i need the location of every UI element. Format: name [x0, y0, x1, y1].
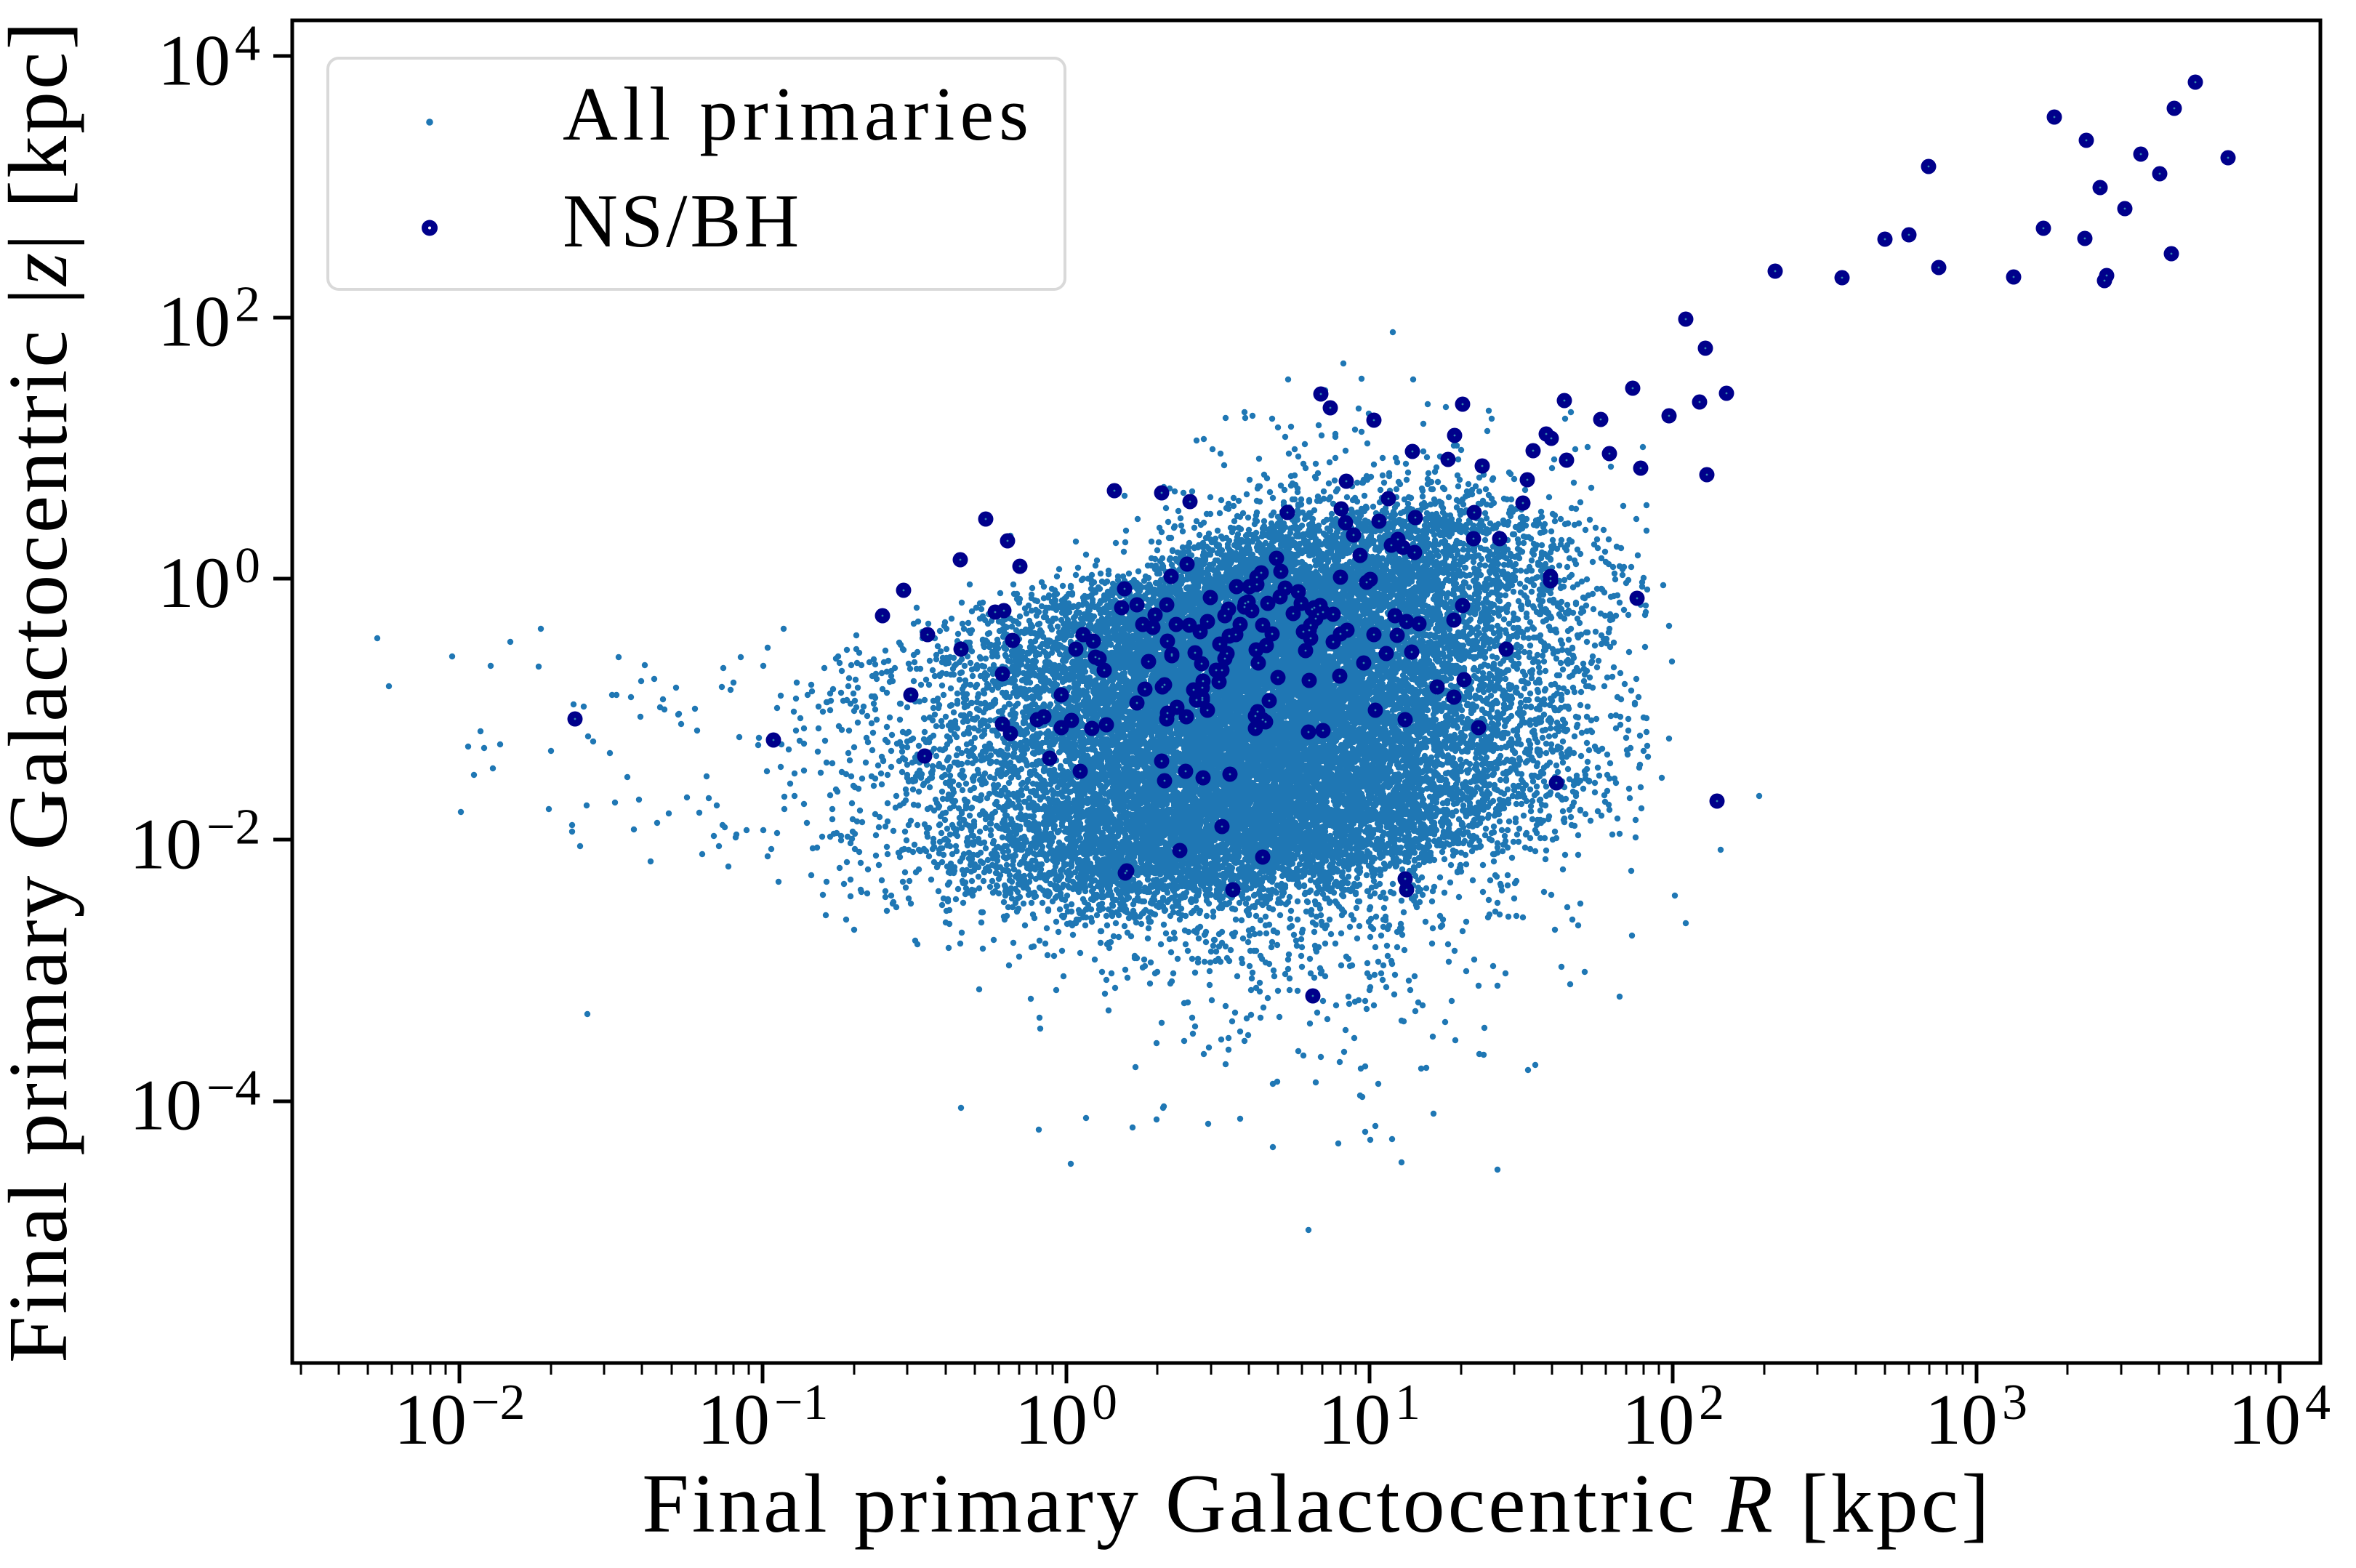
svg-text:2: 2 — [1699, 1375, 1724, 1431]
svg-text:10: 10 — [129, 1065, 202, 1146]
svg-text:10: 10 — [158, 281, 230, 362]
svg-text:0: 0 — [1092, 1375, 1117, 1431]
svg-text:3: 3 — [2002, 1375, 2027, 1431]
svg-text:10: 10 — [1925, 1379, 1998, 1460]
svg-text:1: 1 — [1395, 1375, 1420, 1431]
svg-text:All primaries: All primaries — [563, 71, 1034, 156]
svg-text:10: 10 — [394, 1379, 467, 1460]
svg-text:NS/BH: NS/BH — [563, 178, 802, 263]
svg-text:2: 2 — [235, 277, 260, 333]
svg-text:10: 10 — [2228, 1379, 2301, 1460]
svg-text:10: 10 — [1015, 1379, 1087, 1460]
svg-text:10: 10 — [1318, 1379, 1391, 1460]
svg-text:−1: −1 — [774, 1375, 828, 1431]
svg-text:10: 10 — [697, 1379, 770, 1460]
svg-text:Final primary Galactocentric R: Final primary Galactocentric R [kpc] — [642, 1458, 1993, 1551]
svg-text:10: 10 — [158, 20, 230, 100]
svg-text:−4: −4 — [206, 1061, 260, 1117]
svg-text:−2: −2 — [471, 1375, 525, 1431]
svg-text:4: 4 — [2305, 1375, 2331, 1431]
svg-text:−2: −2 — [206, 799, 260, 855]
svg-text:10: 10 — [158, 542, 230, 623]
svg-text:Final primary Galactocentric |: Final primary Galactocentric |z| [kpc] — [0, 20, 85, 1363]
svg-text:10: 10 — [1622, 1379, 1694, 1460]
svg-text:4: 4 — [235, 15, 260, 71]
svg-text:10: 10 — [129, 803, 202, 884]
svg-text:0: 0 — [235, 538, 260, 594]
